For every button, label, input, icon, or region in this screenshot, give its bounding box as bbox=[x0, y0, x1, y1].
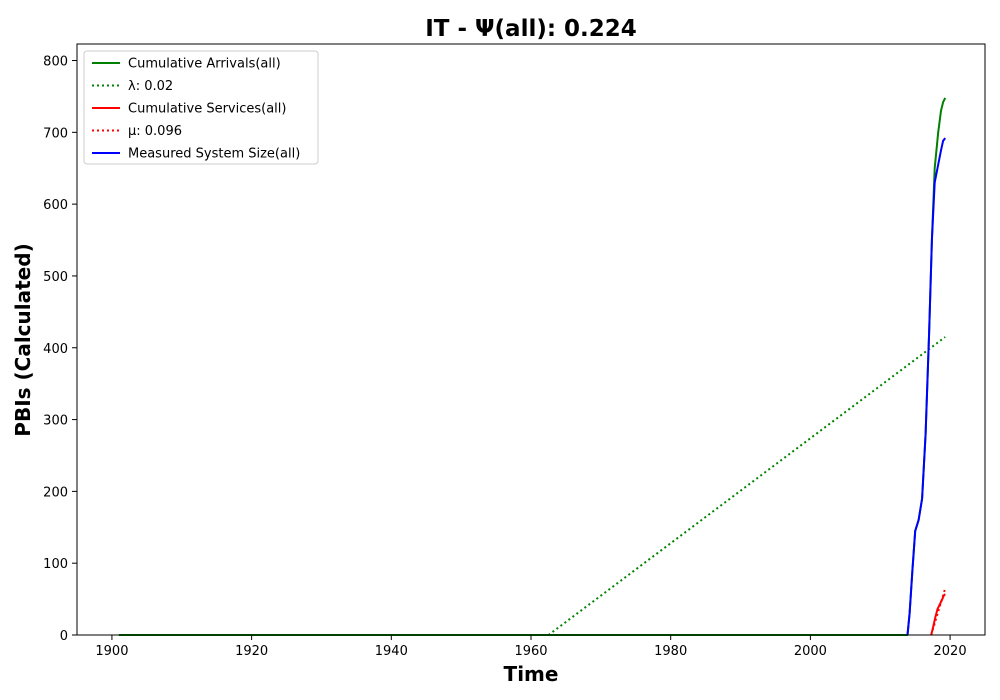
x-tick-label: 1980 bbox=[654, 644, 687, 659]
series-line-measured-system-size-all bbox=[906, 137, 947, 636]
x-tick-label: 2000 bbox=[794, 644, 827, 659]
plot-frame bbox=[76, 43, 986, 636]
legend-label: μ: 0.096 bbox=[128, 124, 182, 139]
x-axis-title: Time bbox=[504, 662, 559, 686]
y-tick-label: 100 bbox=[43, 557, 68, 572]
x-tick-label: 2020 bbox=[934, 644, 967, 659]
legend-label: Cumulative Arrivals(all) bbox=[128, 57, 281, 72]
legend-box bbox=[83, 50, 319, 165]
y-tick-label: 200 bbox=[43, 485, 68, 500]
y-tick-label: 600 bbox=[43, 198, 68, 213]
legend-label: Cumulative Services(all) bbox=[128, 102, 286, 117]
legend-label: Measured System Size(all) bbox=[128, 147, 300, 162]
y-tick-label: 0 bbox=[60, 629, 68, 644]
y-tick-label: 800 bbox=[43, 55, 68, 70]
legend-label: λ: 0.02 bbox=[128, 79, 173, 94]
y-axis-title: PBIs (Calculated) bbox=[11, 243, 35, 436]
x-tick-label: 1920 bbox=[235, 644, 268, 659]
series-line-0-096 bbox=[930, 588, 947, 636]
legend: Cumulative Arrivals(all) λ: 0.02 Cumulativ… bbox=[83, 50, 319, 165]
x-tick-label: 1900 bbox=[95, 644, 128, 659]
y-tick-label: 500 bbox=[43, 270, 68, 285]
x-tick-label: 1960 bbox=[514, 644, 547, 659]
y-tick-label: 400 bbox=[43, 342, 68, 357]
chart-title: IT - Ψ(all): 0.224 bbox=[425, 16, 637, 42]
x-tick-label: 1940 bbox=[375, 644, 408, 659]
tick-layer: 1900 1920 1940 1960 1980 2000 2020 0 100 200 300 40… bbox=[43, 55, 966, 659]
y-tick-label: 700 bbox=[43, 126, 68, 141]
y-tick-label: 300 bbox=[43, 414, 68, 429]
